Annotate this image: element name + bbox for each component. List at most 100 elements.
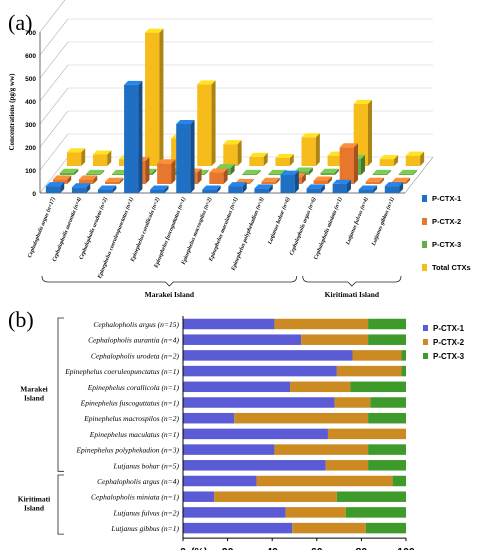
legend-swatch: [422, 241, 427, 248]
bar-p-ctx-3: [398, 169, 418, 175]
category-label: Lutjanus gibbus (n=1): [370, 196, 396, 248]
bar-total-ctxs: [66, 148, 86, 166]
category-label: Lutjanus fulvus (n=2): [113, 508, 180, 517]
category-label: Epinephelus macrospilos (n=2): [83, 414, 179, 423]
x-tick-label: 40: [266, 546, 278, 550]
group-bracket: [57, 317, 64, 472]
bar-p-ctx-2: [336, 365, 402, 377]
legend-label: Total CTXs: [432, 263, 471, 272]
legend-label: P-CTX-2: [433, 338, 465, 347]
bar-p-ctx-1: [280, 170, 299, 193]
y-tick-label: 100: [25, 168, 36, 175]
legend-label: P-CTX-1: [432, 194, 461, 203]
category-label: Epinephelus corallicola (n=1): [87, 383, 180, 392]
legend-label: P-CTX-3: [433, 352, 465, 361]
bar-p-ctx-3: [336, 491, 406, 502]
x-axis-title: (%): [191, 546, 207, 550]
gridline-slant: [39, 87, 69, 125]
y-tick-label: 600: [25, 53, 36, 60]
category-label: Epinephelus maculatus (n=1): [207, 196, 240, 263]
bar-p-ctx-2: [365, 177, 385, 184]
x-tick-label: 0: [180, 546, 186, 550]
gridline-slant: [39, 110, 69, 148]
bar-p-ctx-3: [350, 381, 406, 393]
category-label: Cephalopholis aurantia (n=4): [51, 196, 83, 263]
bar-p-ctx-3: [401, 350, 406, 361]
bar-p-ctx-1: [45, 182, 65, 193]
bar-p-ctx-1: [183, 507, 286, 518]
bar-p-ctx-3: [320, 168, 339, 175]
bar-p-ctx-3: [370, 397, 406, 408]
group-bracket: [302, 275, 402, 287]
bar-p-ctx-2: [274, 444, 369, 455]
bar-p-ctx-2: [274, 318, 369, 330]
gridline-slant: [39, 64, 69, 102]
category-label: Cephalopholis argus (n=17): [26, 196, 57, 259]
bar-p-ctx-3: [85, 169, 105, 175]
category-label: Lutjanus fulvus (n=4): [344, 196, 370, 247]
legend-label: P-CTX-1: [433, 324, 465, 333]
bar-p-ctx-2: [157, 159, 176, 184]
gridline-slant: [39, 18, 69, 56]
legend-label: P-CTX-2: [432, 217, 461, 226]
gridline-slant: [39, 41, 69, 79]
bar-p-ctx-1: [183, 318, 275, 330]
bar-p-ctx-2: [325, 460, 369, 471]
bar-p-ctx-1: [183, 334, 302, 345]
bar-p-ctx-2: [234, 412, 369, 424]
bar-p-ctx-1: [183, 350, 353, 361]
bar-p-ctx-1: [183, 412, 235, 424]
y-tick-label: 0: [32, 191, 36, 198]
group-bracket: [57, 474, 64, 535]
y-axis-title: Concentrations (pg/g ww): [8, 73, 16, 151]
bar-p-ctx-2: [290, 381, 351, 393]
category-label: Cephalopholis miniata (n=1): [312, 196, 343, 260]
legend-swatch: [422, 218, 427, 225]
bar-p-ctx-1: [358, 185, 378, 193]
bar-p-ctx-2: [327, 428, 406, 440]
y-tick-label: 700: [25, 30, 36, 37]
category-label: Lutjanus bohar (n=6): [266, 196, 292, 246]
bar-p-ctx-3: [59, 168, 79, 175]
bar-total-ctxs: [145, 28, 164, 166]
bar-p-ctx-3: [365, 522, 406, 534]
bar-p-ctx-2: [285, 507, 346, 518]
bar-p-ctx-3: [392, 475, 406, 487]
category-label: Cephalopholis argus (n=15): [93, 320, 179, 329]
bar-p-ctx-2: [352, 350, 402, 361]
panel-a-chart: 0 100 200 300 400 500 600 700 Concentrations (pg…: [8, 0, 471, 299]
bar-p-ctx-1: [183, 444, 275, 455]
bar-p-ctx-1: [183, 365, 337, 377]
bar-p-ctx-1: [202, 185, 221, 193]
x-tick-label: 20: [222, 546, 234, 550]
x-tick-label: 80: [356, 546, 368, 550]
bar-p-ctx-3: [368, 318, 406, 330]
bar-p-ctx-2: [334, 397, 371, 408]
category-label: Epinephelus fuscoguttatus (n=1): [80, 399, 180, 408]
bar-p-ctx-2: [313, 176, 332, 184]
legend-swatch: [423, 325, 428, 331]
category-label: Lutjanus bohar (n=5): [113, 461, 180, 470]
bar-p-ctx-3: [368, 412, 406, 424]
bar-p-ctx-1: [183, 428, 328, 440]
bar-p-ctx-1: [183, 522, 293, 534]
bar-p-ctx-3: [345, 507, 406, 518]
gridline-slant: [39, 133, 69, 171]
group-label: Kiritimati Island: [18, 495, 51, 513]
bar-total-ctxs: [379, 155, 399, 166]
bar-p-ctx-2: [52, 175, 72, 184]
category-label: Cephalopholis argus (n=6): [288, 196, 318, 256]
category-label: Epinephelus polyphekadion (n=3): [75, 446, 179, 455]
legend-swatch: [422, 195, 427, 202]
category-label: Cephalopholis urodeta (n=2): [91, 351, 180, 360]
bar-p-ctx-2: [105, 177, 124, 184]
bar-p-ctx-1: [150, 185, 169, 193]
floor-edge: [404, 156, 434, 194]
bar-total-ctxs: [249, 152, 268, 166]
bar-p-ctx-3: [368, 460, 406, 471]
bar-p-ctx-2: [292, 522, 366, 534]
gridline-slant: [39, 156, 69, 194]
bar-total-ctxs: [405, 151, 425, 166]
y-tick-label: 200: [25, 145, 36, 152]
